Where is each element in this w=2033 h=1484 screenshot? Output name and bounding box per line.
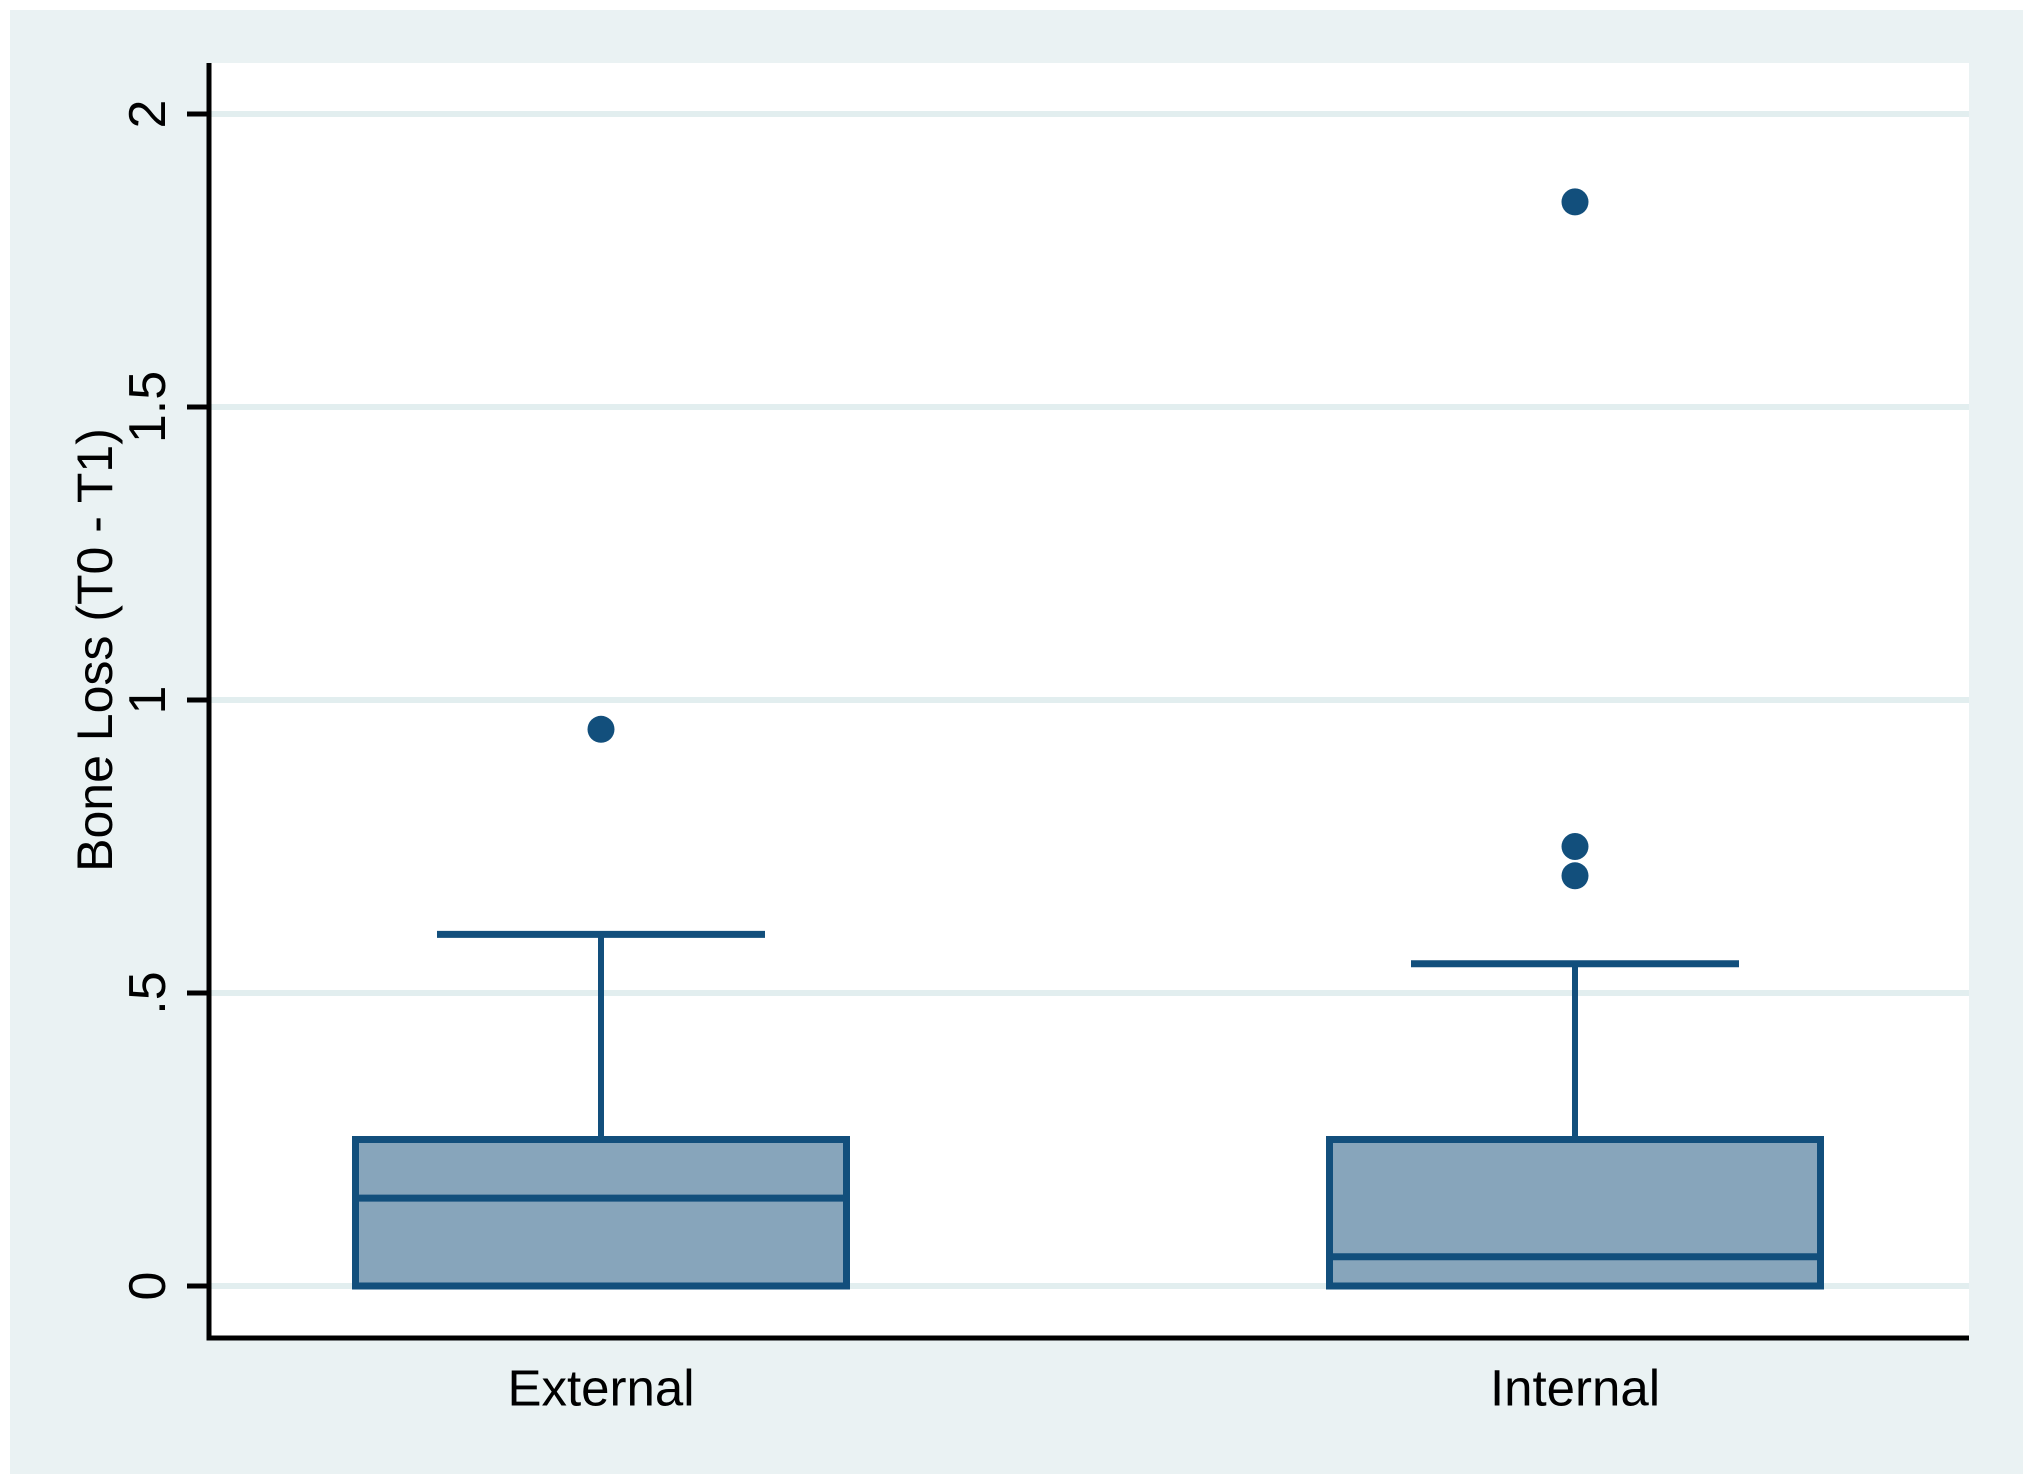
outlier-dot-external-0 bbox=[587, 715, 615, 743]
x-category-label-external: External bbox=[507, 1359, 695, 1417]
box-internal bbox=[1326, 1136, 1824, 1290]
y-tick-label-.5: .5 bbox=[119, 971, 177, 1015]
y-tick-label-1: 1 bbox=[119, 685, 177, 715]
box-external bbox=[352, 1136, 850, 1290]
outlier-dot-internal-2 bbox=[1561, 188, 1589, 216]
y-tick-label-2: 2 bbox=[119, 99, 177, 129]
y-tick-label-0: 0 bbox=[119, 1271, 177, 1301]
y-axis-title: Bone Loss (T0 - T1) bbox=[67, 428, 123, 872]
outlier-dot-internal-0 bbox=[1561, 862, 1589, 890]
y-tick-label-1.5: 1.5 bbox=[119, 370, 177, 444]
outlier-dot-internal-1 bbox=[1561, 833, 1589, 860]
x-category-label-internal: Internal bbox=[1489, 1359, 1661, 1417]
